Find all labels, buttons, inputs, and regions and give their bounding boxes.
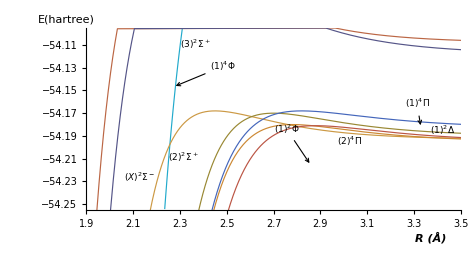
Text: $(1)^2\Phi$: $(1)^2\Phi$ <box>273 122 309 162</box>
Text: $(1)^2\Delta$: $(1)^2\Delta$ <box>430 123 456 137</box>
Text: $(X)^2\Sigma^-$: $(X)^2\Sigma^-$ <box>124 171 155 185</box>
Text: $(3)^2\Sigma^+$: $(3)^2\Sigma^+$ <box>180 38 211 51</box>
X-axis label: R (Å): R (Å) <box>415 232 447 243</box>
Text: $(1)^4\Phi$: $(1)^4\Phi$ <box>177 60 236 86</box>
Text: E(hartree): E(hartree) <box>38 14 95 24</box>
Text: $(2)^4\Pi$: $(2)^4\Pi$ <box>337 135 362 148</box>
Text: $(1)^4\Pi$: $(1)^4\Pi$ <box>405 97 429 124</box>
Text: $(2)^2\Sigma^+$: $(2)^2\Sigma^+$ <box>168 151 199 164</box>
